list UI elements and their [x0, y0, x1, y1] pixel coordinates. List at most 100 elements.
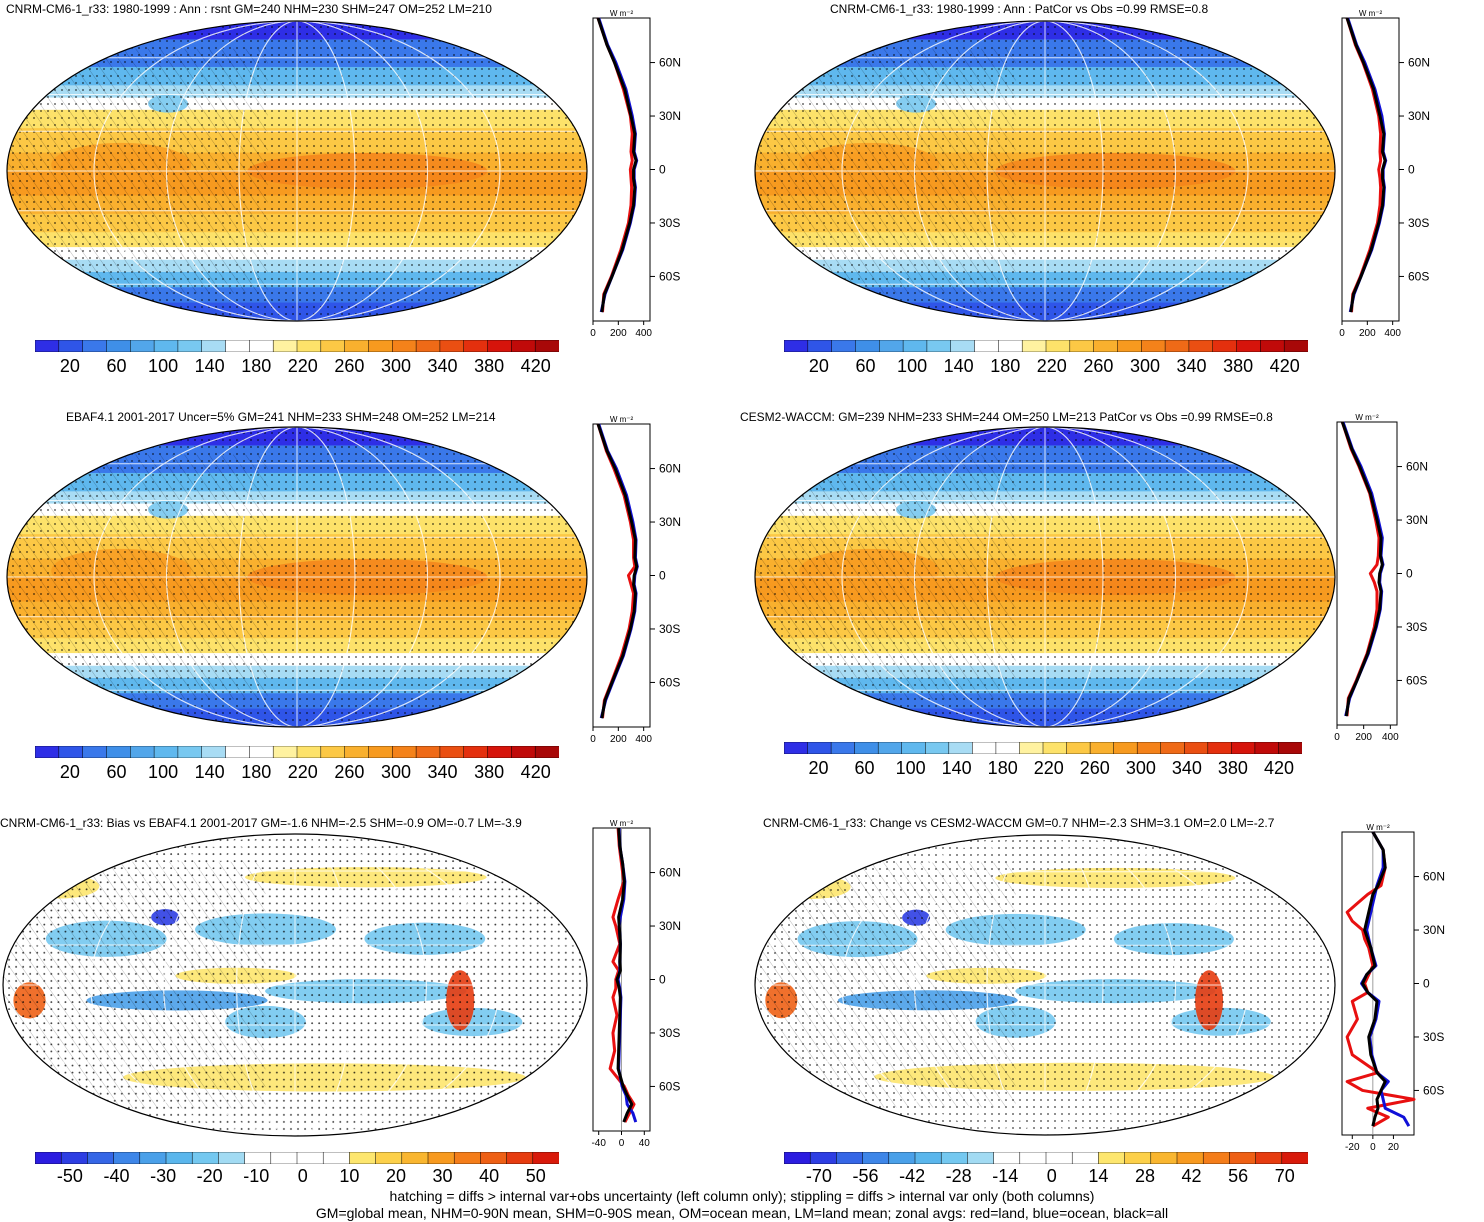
map	[752, 424, 1338, 730]
zonal-all-line	[1340, 421, 1384, 717]
colorbar-swatch	[320, 340, 346, 352]
colorbar-swatch	[854, 742, 879, 754]
zonal-unit-label: W m⁻²	[610, 415, 634, 424]
colorbar-swatch	[139, 1152, 167, 1164]
colorbar-tick-label: 60	[106, 356, 127, 376]
map-border	[2, 833, 588, 1137]
colorbar-swatch	[113, 1152, 141, 1164]
colorbar-swatch	[60, 1152, 88, 1164]
colorbar-swatch	[534, 746, 559, 758]
zonal-all-line	[615, 827, 634, 1123]
colorbar-tick-label: -20	[196, 1166, 223, 1186]
zonal-frame	[592, 17, 651, 322]
x-tick-label: 400	[635, 328, 652, 339]
colorbar-swatch	[879, 340, 904, 352]
colorbar-swatch	[480, 1152, 508, 1164]
y-tick-label: 30S	[1408, 216, 1429, 230]
colorbar-swatch	[950, 340, 976, 352]
colorbar-swatch	[534, 340, 559, 352]
colorbar-swatch	[191, 1152, 219, 1164]
colorbar-tick-label: 300	[1129, 356, 1160, 376]
zonal-mean-plot: W m⁻² 60N 30N 0 30S 60S 0 200 400	[1339, 9, 1430, 339]
y-tick-label: 30S	[659, 1026, 680, 1040]
colorbar-swatch	[35, 340, 60, 352]
colorbar-swatch	[87, 1152, 115, 1164]
zonal-mean-plot: W m⁻² 60N 30N 0 30S 60S 0 200 400	[590, 415, 681, 745]
colorbar-swatch	[1045, 340, 1071, 352]
colorbar-swatch	[998, 340, 1023, 352]
y-tick-label: 30S	[659, 622, 680, 636]
colorbar-swatch	[201, 746, 227, 758]
colorbar-swatch	[1042, 742, 1068, 754]
x-tick-label: 0	[1339, 328, 1345, 339]
colorbar-swatch	[130, 340, 155, 352]
colorbar-tick-label: -70	[805, 1166, 832, 1186]
colorbar-swatch	[972, 742, 997, 754]
colorbar-tick-label: 60	[855, 356, 876, 376]
zonal-mean-plot: W m⁻² 60N 30N 0 30S 60S -40 0 40	[591, 819, 681, 1149]
colorbar-swatch	[1071, 1152, 1099, 1164]
colorbar-tick-label: 20	[808, 356, 829, 376]
colorbar-swatch	[1093, 340, 1119, 352]
colorbar-swatch	[106, 746, 131, 758]
zonal-frame	[592, 423, 651, 728]
colorbar-swatch	[1184, 742, 1209, 754]
colorbar-swatch	[82, 340, 108, 352]
colorbar-swatch	[1019, 1152, 1047, 1164]
colorbar-swatch	[967, 1152, 995, 1164]
colorbar-tick-label: 100	[897, 356, 928, 376]
graticule	[0, 830, 590, 1140]
colorbar-tick-label: 380	[474, 356, 505, 376]
colorbar-tick-label: 0	[297, 1166, 308, 1186]
colorbar-swatch	[320, 746, 346, 758]
colorbar-tick-label: 0	[1046, 1166, 1057, 1186]
x-tick-label: 20	[1388, 1142, 1400, 1153]
colorbar-swatch	[506, 1152, 534, 1164]
zonal-unit-label: W m⁻²	[1355, 413, 1379, 422]
colorbar-swatch	[1021, 340, 1047, 352]
colorbar-swatch	[487, 746, 512, 758]
map-border	[6, 20, 588, 322]
footer-note-legend: GM=global mean, NHM=0-90N mean, SHM=0-90…	[315, 1205, 1169, 1221]
colorbar-swatch	[296, 1152, 324, 1164]
colorbar-swatch	[1089, 742, 1115, 754]
colorbar-swatch	[415, 340, 441, 352]
colorbar-swatch	[902, 340, 928, 352]
colorbar-tick-label: 220	[287, 356, 318, 376]
zonal-mean-plot: W m⁻² 60N 30N 0 30S 60S 0 200 400	[590, 9, 681, 339]
colorbar-tick-label: 14	[1088, 1166, 1109, 1186]
x-tick-label: -40	[591, 1138, 606, 1149]
colorbar	[35, 1152, 559, 1164]
colorbar-swatch	[272, 340, 298, 352]
colorbar-swatch	[1019, 742, 1044, 754]
colorbar-tick-label: 340	[1176, 356, 1207, 376]
y-tick-label: 30N	[1423, 923, 1445, 937]
colorbar-tick-label: 20	[808, 758, 829, 778]
colorbar-swatch	[249, 746, 274, 758]
colorbar-swatch	[1278, 742, 1302, 754]
colorbar-swatch	[1136, 742, 1162, 754]
map	[0, 830, 590, 1140]
colorbar	[784, 742, 1302, 754]
colorbar-swatch	[1066, 742, 1091, 754]
x-tick-label: 0	[590, 734, 596, 745]
colorbar-swatch	[344, 340, 370, 352]
map	[4, 18, 590, 324]
colorbar-swatch	[809, 1152, 837, 1164]
y-tick-label: 0	[659, 973, 666, 987]
colorbar-tick-label: 380	[1217, 758, 1248, 778]
map	[752, 18, 1338, 324]
graticule	[4, 18, 590, 324]
panel-title: CESM2-WACCM: GM=239 NHM=233 SHM=244 OM=2…	[740, 410, 1273, 424]
colorbar-tick-label: 180	[990, 356, 1021, 376]
panel-title: CNRM-CM6-1_r33: 1980-1999 : Ann : rsnt G…	[6, 2, 492, 16]
colorbar-swatch	[392, 746, 417, 758]
map	[752, 832, 1338, 1138]
colorbar-swatch	[1283, 340, 1308, 352]
colorbar-tick-label: 40	[479, 1166, 500, 1186]
colorbar-swatch	[392, 340, 417, 352]
colorbar-tick-label: 30	[432, 1166, 453, 1186]
y-tick-label: 0	[659, 163, 666, 177]
zonal-frame	[1341, 17, 1400, 322]
colorbar-swatch	[784, 1152, 811, 1164]
